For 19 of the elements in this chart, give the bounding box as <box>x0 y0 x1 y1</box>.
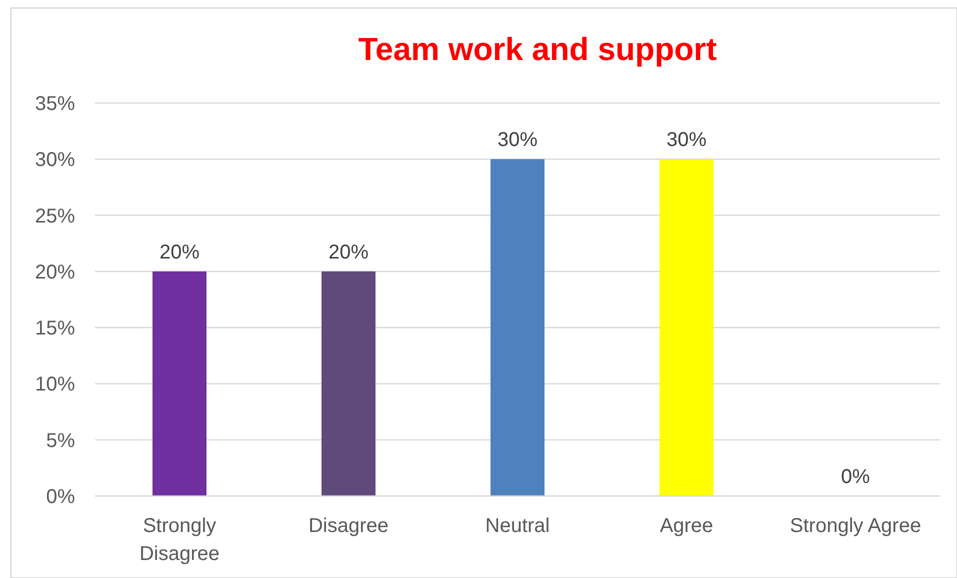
x-tick-label: Disagree <box>308 515 389 537</box>
data-label: 0% <box>841 466 870 488</box>
data-label: 20% <box>159 241 200 264</box>
y-tick-label: 25% <box>34 205 76 228</box>
x-tick-label: Agree <box>660 515 714 537</box>
y-tick-label: 35% <box>34 93 76 115</box>
data-label: 30% <box>497 129 538 152</box>
chart-title: Team work and support <box>358 31 718 67</box>
y-tick-label: 5% <box>46 430 76 452</box>
x-tick-label: Strongly Agree <box>790 515 922 537</box>
x-tick-label: Neutral <box>485 515 550 537</box>
x-tick-label: Strongly Disagree <box>139 515 220 565</box>
data-label: 30% <box>666 129 707 152</box>
y-tick-label: 30% <box>34 149 76 172</box>
y-tick-label: 10% <box>34 374 76 396</box>
y-tick-label: 20% <box>34 261 76 284</box>
data-label: 20% <box>328 241 369 264</box>
y-tick-label: 0% <box>46 486 76 508</box>
y-tick-label: 15% <box>34 318 76 340</box>
